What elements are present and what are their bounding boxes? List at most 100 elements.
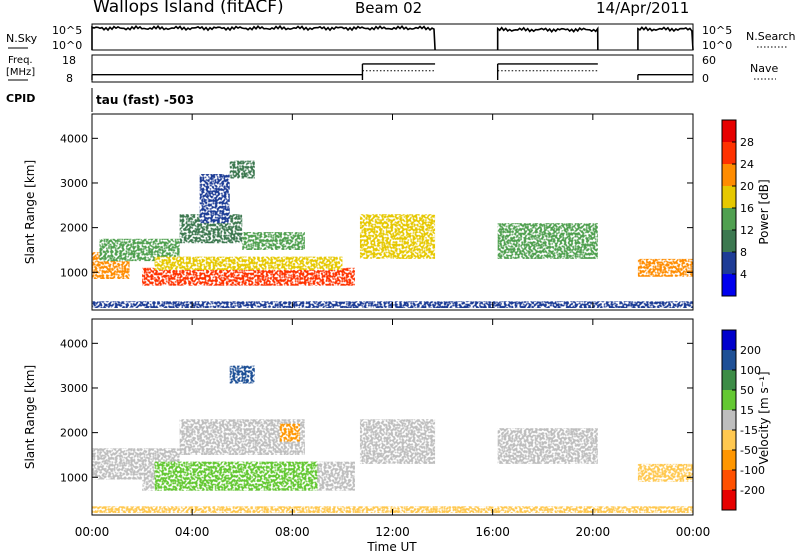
cpid-label: CPID xyxy=(6,92,35,105)
noise-segment-2 xyxy=(637,26,694,51)
velocity-colorbar-tick-label-2: 50 xyxy=(740,384,754,397)
velocity-colorbar-swatch-2 xyxy=(722,450,736,470)
velocity-colorbar: 200 100 50 15 -15 -50 -100 -200 xyxy=(721,329,765,511)
freq-panel-frame xyxy=(91,54,694,83)
nsky-label: N.Sky xyxy=(6,32,38,45)
nave-label: Nave xyxy=(750,62,778,75)
power-colorbar-tick-label-5: 8 xyxy=(740,246,747,259)
noise-tick-bottom-left: 10^0 xyxy=(52,39,82,52)
x-tick-label-2: 08:00 xyxy=(275,525,310,539)
noise-segment-0 xyxy=(91,24,436,51)
x-tick-label-1: 04:00 xyxy=(175,525,210,539)
power-yticks-label-1: 3000 xyxy=(60,177,88,190)
x-axis: 00:00 04:00 08:00 12:00 16:00 20:00 00:00 xyxy=(75,114,711,539)
velocity-data-region-6 xyxy=(359,419,436,464)
nave-tick-bottom: 0 xyxy=(702,72,709,85)
power-colorbar: 28 24 20 16 12 8 4 xyxy=(721,119,754,297)
velocity-yticks-label-2: 2000 xyxy=(60,427,88,440)
power-colorbar-swatch-7 xyxy=(722,120,736,142)
freq-trace xyxy=(91,63,693,80)
cpid-row: CPID tau (fast) -503 xyxy=(6,88,194,112)
velocity-colorbar-tick-label-5: -50 xyxy=(740,444,758,457)
power-data-region-6 xyxy=(229,160,255,179)
power-data-region-10 xyxy=(637,258,693,277)
power-yticks-label-0: 4000 xyxy=(60,132,88,145)
velocity-colorbar-swatch-8 xyxy=(722,330,736,350)
power-yticks-label-3: 1000 xyxy=(60,266,88,279)
power-data-region-7 xyxy=(199,174,230,224)
power-data-region-5 xyxy=(154,256,343,271)
velocity-data-region-3 xyxy=(154,461,318,491)
velocity-colorbar-swatch-1 xyxy=(722,470,736,490)
power-colorbar-label: Power [dB] xyxy=(757,179,771,244)
velocity-yticks: 4000 3000 2000 1000 xyxy=(60,337,693,484)
velocity-colorbar-swatch-4 xyxy=(722,410,736,430)
freq-label: Freq. xyxy=(8,55,33,66)
velocity-data-region-4 xyxy=(279,423,300,442)
station-title: Wallops Island (fitACF) xyxy=(93,0,284,17)
power-colorbar-tick-label-2: 20 xyxy=(740,180,754,193)
power-yticks-label-2: 2000 xyxy=(60,222,88,235)
x-axis-label: Time UT xyxy=(366,540,417,554)
power-colorbar-swatch-2 xyxy=(722,230,736,252)
velocity-yticks-label-3: 1000 xyxy=(60,471,88,484)
velocity-colorbar-swatch-5 xyxy=(722,390,736,410)
x-tick-label-6: 00:00 xyxy=(676,525,711,539)
velocity-colorbar-swatch-6 xyxy=(722,370,736,390)
noise-panel: N.Sky 10^5 10^0 10^5 10^0 N.Search xyxy=(6,23,796,52)
x-tick-label-0: 00:00 xyxy=(75,525,110,539)
noise-tick-bottom-right: 10^0 xyxy=(702,39,732,52)
power-data-region-1 xyxy=(99,238,180,262)
noise-segment-1 xyxy=(496,26,599,51)
velocity-data xyxy=(92,365,693,513)
velocity-colorbar-tick-label-7: -200 xyxy=(740,484,765,497)
power-colorbar-tick-label-4: 12 xyxy=(740,224,754,237)
power-colorbar-tick-label-6: 4 xyxy=(740,268,747,281)
power-colorbar-tick-label-3: 16 xyxy=(740,202,754,215)
nsearch-label: N.Search xyxy=(746,30,796,43)
power-colorbar-tick-label-0: 28 xyxy=(740,136,754,149)
velocity-panel: 4000 3000 2000 1000 Slant Range [km] xyxy=(23,318,694,516)
x-tick-label-5: 20:00 xyxy=(576,525,611,539)
power-colorbar-tick-label-1: 24 xyxy=(740,158,754,171)
noise-tick-top-right: 10^5 xyxy=(702,24,732,37)
power-yticks: 4000 3000 2000 1000 xyxy=(60,132,693,279)
velocity-data-region-8 xyxy=(637,463,693,482)
velocity-yticks-label-1: 3000 xyxy=(60,382,88,395)
date-title: 14/Apr/2011 xyxy=(596,0,690,17)
power-data-region-4 xyxy=(142,267,355,286)
velocity-colorbar-tick-label-0: 200 xyxy=(740,344,761,357)
velocity-data-region-7 xyxy=(497,428,598,464)
velocity-data-region-5 xyxy=(229,365,255,384)
power-colorbar-swatch-5 xyxy=(722,164,736,186)
power-panel: 4000 3000 2000 1000 Slant Range [km] xyxy=(23,113,694,311)
freq-panel: Freq. [MHz] 18 8 60 0 Nave xyxy=(6,54,778,85)
noise-tick-top-left: 10^5 xyxy=(52,24,82,37)
velocity-colorbar-label: Velocity [m s⁻¹] xyxy=(757,371,771,464)
velocity-ylabel: Slant Range [km] xyxy=(23,365,37,469)
velocity-colorbar-swatch-7 xyxy=(722,350,736,370)
power-data-region-9 xyxy=(497,223,598,259)
freq-unit: [MHz] xyxy=(6,67,35,78)
velocity-colorbar-tick-label-1: 100 xyxy=(740,364,761,377)
velocity-colorbar-swatch-3 xyxy=(722,430,736,450)
x-tick-label-3: 12:00 xyxy=(375,525,410,539)
nave-tick-top: 60 xyxy=(702,54,716,67)
power-colorbar-swatch-0 xyxy=(722,274,736,296)
velocity-colorbar-tick-label-4: -15 xyxy=(740,424,758,437)
velocity-colorbar-tick-label-3: 15 xyxy=(740,404,754,417)
velocity-colorbar-tick-label-6: -100 xyxy=(740,464,765,477)
cpid-text: tau (fast) -503 xyxy=(96,93,194,107)
power-data-region-3 xyxy=(242,232,305,250)
velocity-colorbar-swatch-0 xyxy=(722,490,736,510)
power-colorbar-swatch-6 xyxy=(722,142,736,164)
velocity-yticks-label-0: 4000 xyxy=(60,337,88,350)
x-tick-label-4: 16:00 xyxy=(475,525,510,539)
freq-tick-bottom: 8 xyxy=(66,72,73,85)
power-data xyxy=(92,160,693,308)
power-colorbar-swatch-3 xyxy=(722,208,736,230)
power-colorbar-swatch-1 xyxy=(722,252,736,274)
power-colorbar-swatch-4 xyxy=(722,186,736,208)
beam-title: Beam 02 xyxy=(355,0,423,17)
